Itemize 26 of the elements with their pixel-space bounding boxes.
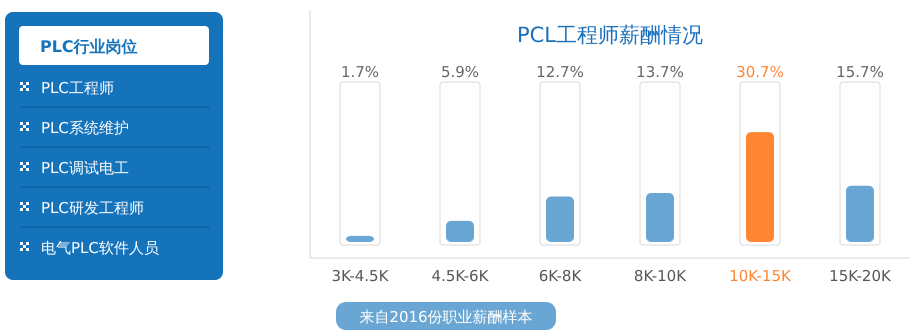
bar	[546, 196, 574, 242]
data-label: 13.7%	[636, 63, 684, 81]
data-label: 5.9%	[440, 63, 480, 81]
text: PLC行业岗位	[40, 37, 138, 56]
bar	[446, 220, 474, 242]
bar	[346, 236, 374, 242]
text: PLC调试电工	[41, 159, 129, 177]
text: PLC系统维护	[41, 119, 129, 137]
x-tick-label: 4.5K-6K	[432, 267, 490, 285]
x-tick-label: 8K-10K	[634, 267, 688, 285]
text: PLC工程师	[41, 79, 114, 97]
data-label: 30.7%	[736, 63, 784, 81]
x-tick-label: 3K-4.5K	[332, 267, 390, 285]
bar	[746, 132, 774, 242]
data-label: 12.7%	[536, 63, 584, 81]
data-label: 1.7%	[340, 63, 380, 81]
x-tick-label: 10K-15K	[729, 267, 792, 285]
text: 电气PLC软件人员	[41, 239, 159, 257]
bar	[846, 186, 874, 242]
x-tick-label: 6K-8K	[538, 267, 582, 285]
text: 来自2016份职业薪酬样本	[359, 308, 533, 326]
text: PLC研发工程师	[41, 199, 144, 217]
x-tick-label: 15K-20K	[829, 267, 892, 285]
data-label: 15.7%	[836, 63, 884, 81]
chart-title: PCL工程师薪酬情况	[516, 23, 704, 47]
bar	[646, 192, 674, 242]
